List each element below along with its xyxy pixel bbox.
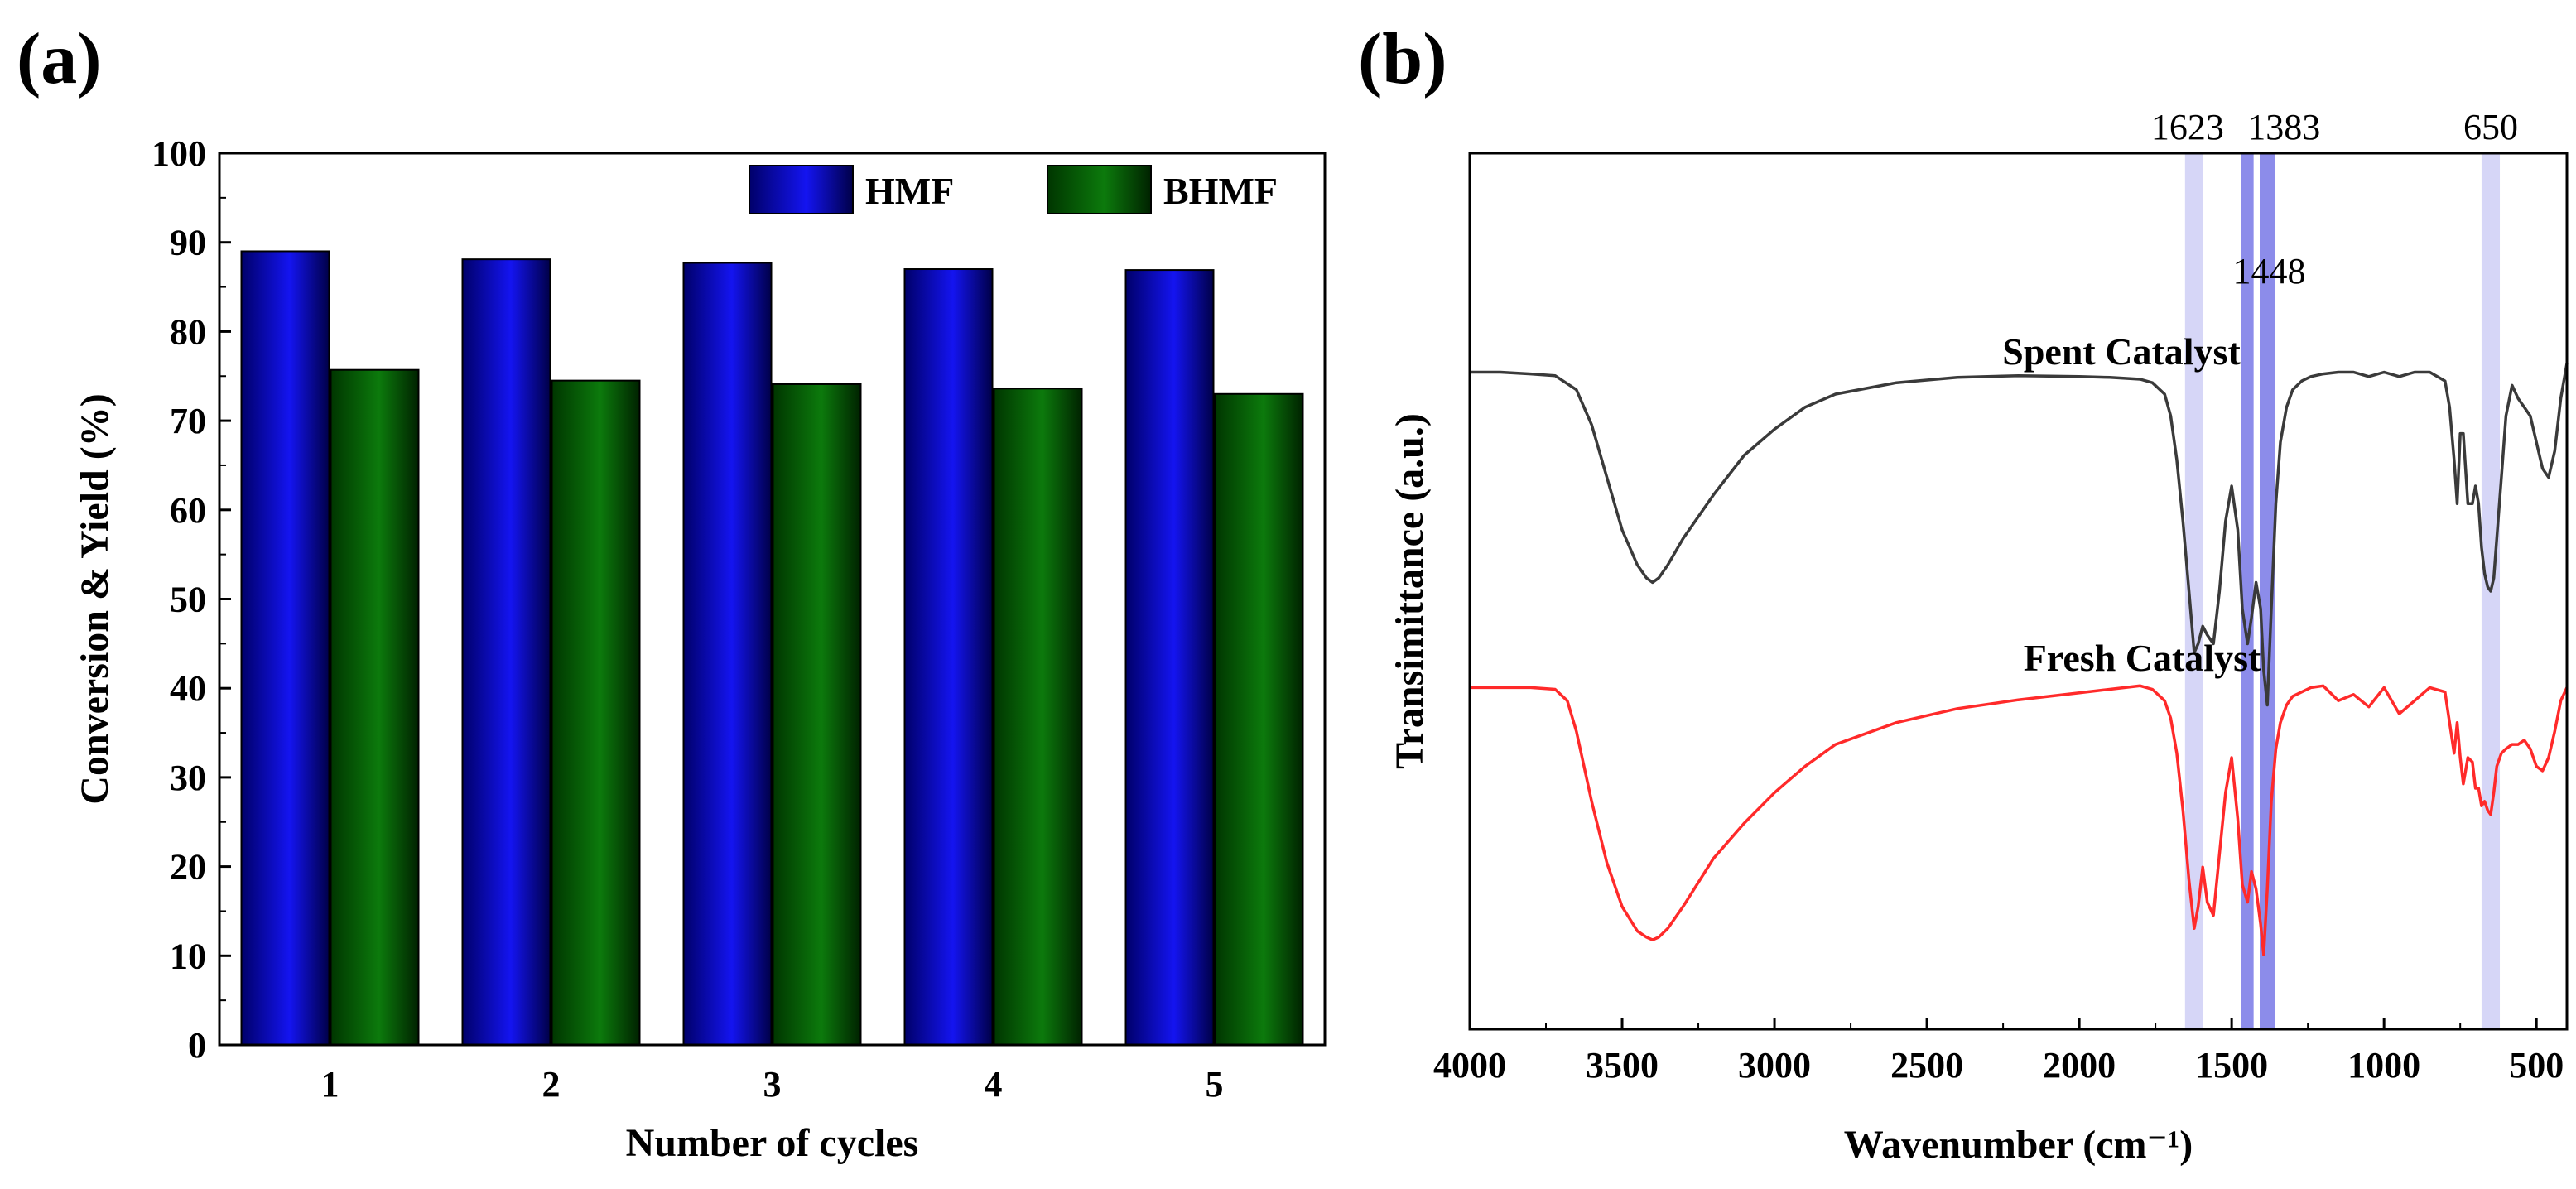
bar-hmf-cycle-1 xyxy=(240,250,330,1047)
curve-label-fresh-catalyst: Fresh Catalyst xyxy=(2024,637,2261,679)
bar-hmf-cycle-2 xyxy=(461,258,551,1046)
y-tick-label: 90 xyxy=(170,223,206,263)
panel-a-x-axis-label: Number of cycles xyxy=(626,1121,919,1165)
x-tick-label: 1 xyxy=(321,1064,339,1105)
x-tick-label: 3500 xyxy=(1586,1045,1659,1086)
peak-label-1448: 1448 xyxy=(2233,251,2306,291)
x-tick-label: 500 xyxy=(2509,1045,2564,1086)
x-tick-label: 3 xyxy=(763,1064,782,1105)
bar-bhmf-cycle-1 xyxy=(330,368,420,1046)
bar-bhmf-cycle-3 xyxy=(772,383,862,1046)
legend-label-bhmf: BHMF xyxy=(1163,170,1278,212)
bar-hmf-cycle-5 xyxy=(1124,269,1215,1047)
panel-a: (a) 0 10 20 30 40 50 60 70 80 90 100 1 2 3 4 5 Number … xyxy=(17,19,1327,1165)
y-tick-label: 0 xyxy=(188,1025,206,1066)
bar-bhmf-cycle-2 xyxy=(551,379,641,1046)
bar-hmf-cycle-3 xyxy=(682,262,773,1046)
panel-a-legend: HMF BHMF xyxy=(749,165,1278,214)
peak-band-1448 xyxy=(2241,153,2254,1029)
peak-label-1623: 1623 xyxy=(2151,107,2224,147)
curve-fresh-catalyst xyxy=(1470,684,2569,956)
legend-swatch-bhmf xyxy=(1047,165,1152,214)
x-tick-label: 3000 xyxy=(1738,1045,1811,1086)
curve-label-spent-catalyst: Spent Catalyst xyxy=(2002,330,2241,373)
legend-label-hmf: HMF xyxy=(865,170,954,212)
x-tick-label: 4000 xyxy=(1433,1045,1506,1086)
y-tick-label: 60 xyxy=(170,490,206,531)
y-tick-label: 20 xyxy=(170,847,206,888)
y-tick-label: 10 xyxy=(170,936,206,976)
y-tick-label: 80 xyxy=(170,311,206,352)
bar-bhmf-cycle-5 xyxy=(1214,392,1304,1047)
panel-b-plot-frame xyxy=(1468,152,2569,1031)
bar-bhmf-cycle-4 xyxy=(993,388,1083,1046)
bar-hmf-cycle-4 xyxy=(903,268,994,1046)
x-tick-label: 1500 xyxy=(2195,1045,2268,1086)
panel-a-y-axis-label: Conversion & Yield (%) xyxy=(73,393,117,804)
x-tick-label: 5 xyxy=(1206,1064,1224,1105)
y-tick-label: 70 xyxy=(170,401,206,441)
panel-b-y-axis-label: Transimittance (a.u.) xyxy=(1388,413,1432,769)
y-tick-label: 40 xyxy=(170,668,206,709)
y-tick-label: 30 xyxy=(170,758,206,798)
peak-label-1383: 1383 xyxy=(2247,107,2320,147)
curve-spent-catalyst xyxy=(1470,363,2569,707)
x-tick-label: 2000 xyxy=(2043,1045,2116,1086)
panel-b: (b) 4000 3500 3000 2500 2000 1500 1000 500 1623… xyxy=(1358,19,2569,1167)
peak-label-650: 650 xyxy=(2463,107,2518,147)
x-tick-label: 2500 xyxy=(1890,1045,1963,1086)
y-tick-label: 50 xyxy=(170,580,206,620)
y-tick-label: 100 xyxy=(152,133,206,174)
panel-b-x-axis-label: Wavenumber (cm⁻¹) xyxy=(1844,1123,2193,1167)
peak-band-1623 xyxy=(2184,153,2203,1029)
legend-swatch-hmf xyxy=(749,165,854,214)
panel-b-label: (b) xyxy=(1358,19,1447,99)
x-tick-label: 4 xyxy=(985,1064,1003,1105)
x-tick-label: 1000 xyxy=(2347,1045,2420,1086)
x-tick-label: 2 xyxy=(542,1064,561,1105)
panel-a-label: (a) xyxy=(17,19,102,99)
